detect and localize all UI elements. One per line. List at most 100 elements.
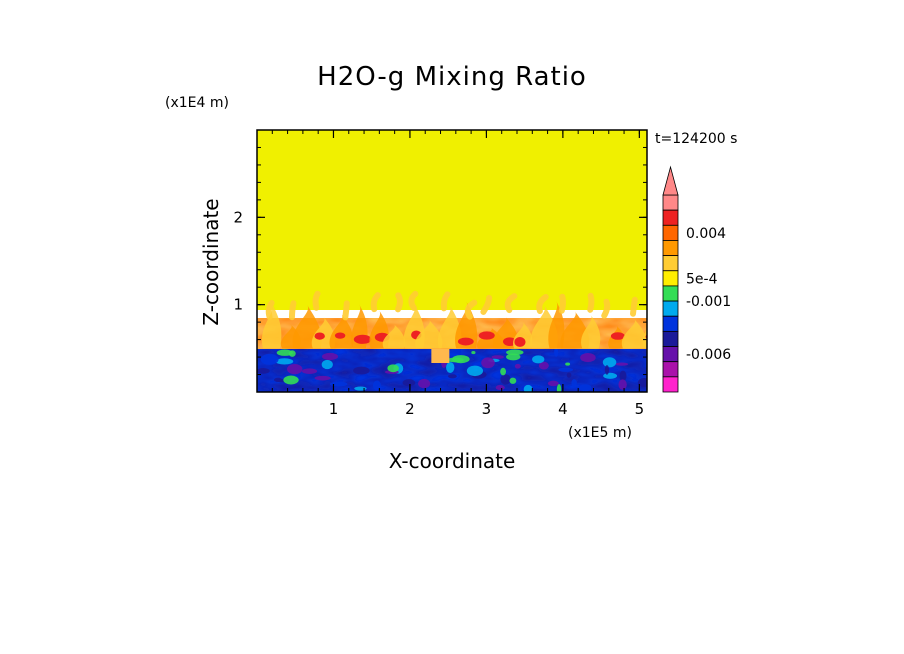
boundary-blob <box>603 372 618 379</box>
boundary-blob <box>447 374 457 379</box>
plume <box>261 303 282 349</box>
boundary-blob <box>321 359 333 370</box>
boundary-blob <box>506 353 521 361</box>
plume-wisp <box>504 293 518 314</box>
plume <box>329 314 354 349</box>
plume-wisp <box>312 290 321 311</box>
boundary-blob <box>509 377 517 384</box>
boundary-blob <box>506 349 524 356</box>
boundary-blob <box>554 349 559 357</box>
y-tick-label-0: 1 <box>233 296 243 314</box>
boundary-blob <box>637 378 647 388</box>
boundary-blob <box>571 379 577 387</box>
boundary-blob <box>283 375 299 385</box>
boundary-blob <box>500 367 507 376</box>
colorbar-swatch-11 <box>662 361 679 378</box>
x-tick-label-2: 3 <box>482 400 492 418</box>
boundary-blob <box>330 381 348 387</box>
colorbar-swatch-1 <box>662 209 679 226</box>
plot-area <box>257 130 647 392</box>
plume <box>311 316 336 349</box>
colorbar-swatch-8 <box>662 315 679 332</box>
plume-wisp <box>601 298 611 319</box>
upper-uniform-layer <box>257 130 647 310</box>
boundary-blob <box>580 353 596 363</box>
plume <box>642 328 647 349</box>
colorbar-extend-triangle <box>662 165 679 196</box>
plume-wisp <box>480 294 493 315</box>
plume-core <box>514 337 526 347</box>
boundary-blob <box>523 384 533 392</box>
boundary-blob <box>604 365 610 375</box>
boundary-blob <box>558 367 574 372</box>
colorbar-swatch-12 <box>662 376 679 393</box>
plume <box>382 324 406 349</box>
colorbar-swatch-3 <box>662 240 679 257</box>
colorbar-swatch-2 <box>662 224 679 241</box>
boundary-blob <box>619 370 627 382</box>
colorbar-label-2: -0.001 <box>686 294 731 310</box>
boundary-blob <box>615 362 629 366</box>
colorbar-swatch-7 <box>662 300 679 317</box>
plume-wisp <box>394 292 403 313</box>
plume-core <box>314 332 325 340</box>
boundary-layer <box>257 349 647 392</box>
plume-core <box>353 334 372 344</box>
x-axis-label: X-coordinate <box>389 449 516 473</box>
plume-wisp <box>440 291 451 312</box>
x-axis: 1 2 3 4 5 <box>271 130 645 418</box>
plot-frame <box>256 129 648 393</box>
boundary-blob <box>466 365 484 377</box>
colorbar-label-1: 5e-4 <box>686 271 718 287</box>
colorbar-swatch-6 <box>662 285 679 302</box>
plume-core <box>645 334 647 339</box>
boundary-blob <box>481 357 495 369</box>
boundary-blob <box>446 362 455 373</box>
y-axis: 12 <box>233 146 647 376</box>
boundary-blob <box>565 362 571 366</box>
boundary-blob <box>402 379 416 387</box>
boundary-blob <box>495 385 505 391</box>
boundary-blob <box>491 355 504 359</box>
plume-core <box>457 337 474 346</box>
plume <box>621 318 647 349</box>
plume <box>581 315 601 349</box>
boundary-blob <box>618 379 627 390</box>
plume-wisp <box>630 296 638 317</box>
colorbar-swatch-10 <box>662 346 679 363</box>
time-label: t=124200 s <box>655 131 737 147</box>
plume-core <box>334 332 346 339</box>
plume-wisp <box>370 292 381 313</box>
plume-wisp <box>342 300 350 321</box>
boundary-blob <box>372 380 382 391</box>
boundary-blob <box>321 352 339 361</box>
plume-wisp <box>288 300 297 321</box>
boundary-blob <box>451 355 470 364</box>
plume-wisp <box>536 293 549 314</box>
plume-wisp <box>558 293 567 314</box>
boundary-blob <box>354 386 367 391</box>
boundary-notch <box>431 349 450 363</box>
boundary-blob <box>418 378 431 389</box>
boundary-blob <box>602 357 617 368</box>
x-tick-label-1: 2 <box>405 400 415 418</box>
boundary-blob <box>387 364 399 373</box>
colorbar-swatch-0 <box>662 194 679 211</box>
boundary-blob <box>514 363 521 369</box>
boundary-blob <box>275 358 294 365</box>
plume-shapes <box>261 290 647 349</box>
boundary-blob <box>532 355 545 364</box>
boundary-blob <box>353 366 370 375</box>
x-tick-label-0: 1 <box>329 400 339 418</box>
boundary-blob <box>547 380 559 387</box>
boundary-blob <box>579 384 592 392</box>
y-unit-label: (x1E4 m) <box>165 95 229 111</box>
x-tick-label-4: 5 <box>635 400 645 418</box>
boundary-blob <box>260 353 279 365</box>
chart-title: H2O-g Mixing Ratio <box>317 62 587 92</box>
boundary-blob <box>286 364 303 375</box>
colorbar: 0.004 5e-4 -0.001 -0.006 <box>662 165 731 393</box>
colorbar-label-3: -0.006 <box>686 347 731 363</box>
colorbar-label-0: 0.004 <box>686 226 726 242</box>
